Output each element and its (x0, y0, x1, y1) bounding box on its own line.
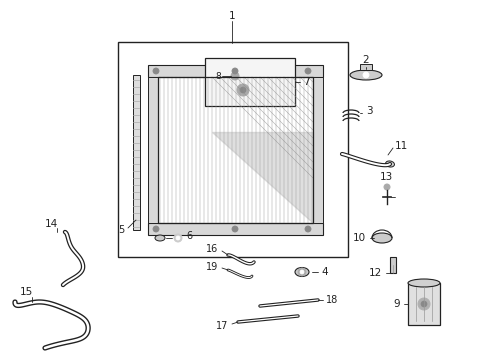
Ellipse shape (371, 233, 391, 243)
Text: 5: 5 (118, 225, 124, 235)
Text: 16: 16 (205, 244, 218, 254)
Bar (118, 42, 347, 257)
Circle shape (153, 226, 159, 232)
Text: 8: 8 (215, 72, 220, 81)
Circle shape (305, 226, 310, 232)
Text: 15: 15 (20, 287, 33, 297)
Text: 2: 2 (362, 55, 368, 65)
Text: 17: 17 (215, 321, 227, 331)
Text: 12: 12 (368, 268, 381, 278)
Ellipse shape (294, 267, 308, 276)
Circle shape (176, 236, 180, 240)
Circle shape (231, 68, 238, 74)
Text: 13: 13 (379, 172, 392, 182)
Text: 10: 10 (352, 233, 365, 243)
Bar (133, 75, 140, 230)
Bar (359, 64, 371, 70)
Circle shape (299, 270, 304, 274)
Polygon shape (212, 132, 312, 223)
Circle shape (230, 72, 239, 80)
Bar (312, 77, 323, 223)
Circle shape (231, 226, 238, 232)
Bar (389, 257, 395, 273)
Text: 1: 1 (228, 11, 235, 21)
Text: 6: 6 (185, 231, 192, 241)
Circle shape (417, 298, 429, 310)
Circle shape (240, 87, 245, 93)
Circle shape (383, 184, 389, 190)
Text: 4: 4 (320, 267, 327, 277)
Circle shape (305, 68, 310, 74)
Circle shape (174, 234, 182, 242)
Bar (158, 77, 312, 223)
Bar (148, 77, 158, 223)
Text: 11: 11 (394, 141, 407, 151)
Bar (204, 58, 294, 106)
Bar (148, 223, 323, 235)
Text: 9: 9 (392, 299, 399, 309)
Circle shape (362, 72, 368, 78)
Text: 3: 3 (365, 106, 372, 116)
Bar (407, 283, 439, 325)
Circle shape (420, 301, 426, 307)
Ellipse shape (385, 161, 394, 167)
Text: 7: 7 (303, 77, 309, 87)
Bar (148, 65, 323, 77)
Text: 14: 14 (45, 219, 58, 229)
Ellipse shape (349, 70, 381, 80)
Ellipse shape (155, 235, 164, 241)
Circle shape (237, 84, 248, 96)
Text: 18: 18 (325, 295, 338, 305)
Ellipse shape (407, 279, 439, 287)
Circle shape (297, 268, 305, 276)
Text: 19: 19 (205, 262, 218, 272)
Circle shape (153, 68, 159, 74)
